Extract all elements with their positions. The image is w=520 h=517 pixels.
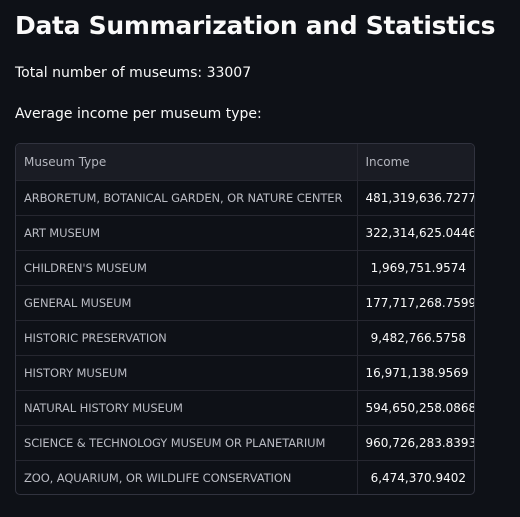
- table-row: ARBORETUM, BOTANICAL GARDEN, OR NATURE C…: [16, 180, 474, 216]
- table-row: ART MUSEUM 322,314,625.0446: [16, 215, 474, 251]
- table-row: ZOO, AQUARIUM, OR WILDLIFE CONSERVATION …: [16, 460, 474, 494]
- income-cell[interactable]: 481,319,636.7277: [356, 180, 474, 216]
- income-cell[interactable]: 9,482,766.5758: [356, 320, 474, 356]
- income-cell[interactable]: 16,971,138.9569: [356, 355, 474, 391]
- income-data-grid: Museum Type Income ARBORETUM, BOTANICAL …: [16, 144, 474, 494]
- column-header-income[interactable]: Income: [356, 144, 474, 181]
- museum-type-cell[interactable]: CHILDREN'S MUSEUM: [16, 250, 357, 286]
- income-cell[interactable]: 594,650,258.0868: [356, 390, 474, 426]
- table-row: HISTORIC PRESERVATION 9,482,766.5758: [16, 320, 474, 356]
- income-cell[interactable]: 177,717,268.7599: [356, 285, 474, 321]
- table-header-row: Museum Type Income: [16, 144, 474, 181]
- table-row: NATURAL HISTORY MUSEUM 594,650,258.0868: [16, 390, 474, 426]
- museum-type-cell[interactable]: ARBORETUM, BOTANICAL GARDEN, OR NATURE C…: [16, 180, 357, 216]
- museum-type-cell[interactable]: NATURAL HISTORY MUSEUM: [16, 390, 357, 426]
- table-row: HISTORY MUSEUM 16,971,138.9569: [16, 355, 474, 391]
- income-table[interactable]: Museum Type Income ARBORETUM, BOTANICAL …: [15, 143, 475, 495]
- museum-type-cell[interactable]: HISTORY MUSEUM: [16, 355, 357, 391]
- table-row: SCIENCE & TECHNOLOGY MUSEUM OR PLANETARI…: [16, 425, 474, 461]
- table-row: GENERAL MUSEUM 177,717,268.7599: [16, 285, 474, 321]
- column-header-museum-type[interactable]: Museum Type: [16, 144, 357, 181]
- income-cell[interactable]: 960,726,283.8393: [356, 425, 474, 461]
- museum-type-cell[interactable]: HISTORIC PRESERVATION: [16, 320, 357, 356]
- page-title: Data Summarization and Statistics: [15, 11, 496, 40]
- table-row: CHILDREN'S MUSEUM 1,969,751.9574: [16, 250, 474, 286]
- total-museums-text: Total number of museums: 33007: [15, 65, 252, 81]
- average-income-text: Average income per museum type:: [15, 106, 262, 122]
- museum-type-cell[interactable]: ZOO, AQUARIUM, OR WILDLIFE CONSERVATION: [24, 470, 292, 485]
- museum-type-cell[interactable]: GENERAL MUSEUM: [16, 285, 357, 321]
- income-cell[interactable]: 6,474,370.9402: [356, 460, 474, 494]
- museum-type-cell[interactable]: ART MUSEUM: [16, 215, 357, 251]
- income-cell[interactable]: 1,969,751.9574: [356, 250, 474, 286]
- museum-type-cell[interactable]: SCIENCE & TECHNOLOGY MUSEUM OR PLANETARI…: [16, 425, 357, 461]
- income-cell[interactable]: 322,314,625.0446: [356, 215, 474, 251]
